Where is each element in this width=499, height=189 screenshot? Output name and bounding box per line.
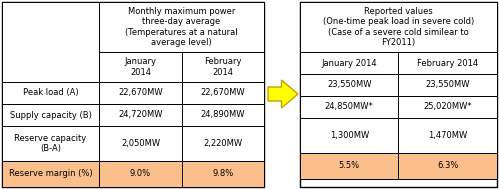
Bar bbox=[2, 2, 99, 82]
Text: January 2014: January 2014 bbox=[321, 59, 377, 67]
Text: 6.3%: 6.3% bbox=[437, 161, 459, 170]
Text: 24,850MW*: 24,850MW* bbox=[325, 102, 374, 112]
Text: January
2014: January 2014 bbox=[124, 57, 157, 77]
Bar bbox=[300, 118, 399, 153]
Text: Reserve capacity
(B-A): Reserve capacity (B-A) bbox=[14, 134, 87, 153]
Text: Reported values
(One-time peak load in severe cold)
(Case of a severe cold simil: Reported values (One-time peak load in s… bbox=[323, 7, 474, 47]
Bar bbox=[182, 161, 264, 187]
Bar bbox=[182, 104, 264, 126]
Bar bbox=[399, 96, 497, 118]
Text: Monthly maximum power
three-day average
(Temperatures at a natural
average level: Monthly maximum power three-day average … bbox=[125, 7, 238, 47]
Text: 9.8%: 9.8% bbox=[213, 170, 234, 178]
Bar bbox=[300, 74, 399, 96]
Text: 9.0%: 9.0% bbox=[130, 170, 151, 178]
Bar bbox=[399, 52, 497, 74]
Bar bbox=[99, 82, 182, 104]
Text: 24,720MW: 24,720MW bbox=[118, 111, 163, 119]
Text: 25,020MW*: 25,020MW* bbox=[424, 102, 472, 112]
Text: 22,670MW: 22,670MW bbox=[118, 88, 163, 98]
Bar bbox=[99, 126, 182, 161]
Bar bbox=[2, 82, 99, 104]
Bar bbox=[99, 2, 264, 52]
Text: 24,890MW: 24,890MW bbox=[201, 111, 245, 119]
Bar bbox=[300, 2, 497, 52]
Text: Peak load (A): Peak load (A) bbox=[22, 88, 78, 98]
Text: 22,670MW: 22,670MW bbox=[201, 88, 246, 98]
Bar bbox=[399, 74, 497, 96]
Bar bbox=[300, 153, 399, 179]
Bar bbox=[99, 52, 182, 82]
Text: 23,550MW: 23,550MW bbox=[426, 81, 470, 90]
Bar bbox=[99, 161, 182, 187]
Polygon shape bbox=[268, 80, 298, 108]
Bar bbox=[182, 126, 264, 161]
Bar bbox=[399, 118, 497, 153]
Text: 5.5%: 5.5% bbox=[339, 161, 360, 170]
Bar bbox=[300, 52, 399, 74]
Text: Supply capacity (B): Supply capacity (B) bbox=[9, 111, 91, 119]
Bar bbox=[2, 104, 99, 126]
Bar bbox=[99, 104, 182, 126]
Text: 1,300MW: 1,300MW bbox=[330, 131, 369, 140]
Text: 2,050MW: 2,050MW bbox=[121, 139, 160, 148]
Text: 23,550MW: 23,550MW bbox=[327, 81, 371, 90]
Bar bbox=[2, 126, 99, 161]
Bar bbox=[2, 2, 264, 187]
Bar bbox=[399, 153, 497, 179]
Bar bbox=[300, 2, 497, 187]
Text: Reserve margin (%): Reserve margin (%) bbox=[8, 170, 92, 178]
Text: 1,470MW: 1,470MW bbox=[428, 131, 468, 140]
Text: 2,220MW: 2,220MW bbox=[204, 139, 243, 148]
Text: February
2014: February 2014 bbox=[204, 57, 242, 77]
Bar bbox=[2, 161, 99, 187]
Bar bbox=[182, 52, 264, 82]
Bar bbox=[182, 82, 264, 104]
Text: February 2014: February 2014 bbox=[417, 59, 479, 67]
Bar bbox=[300, 96, 399, 118]
